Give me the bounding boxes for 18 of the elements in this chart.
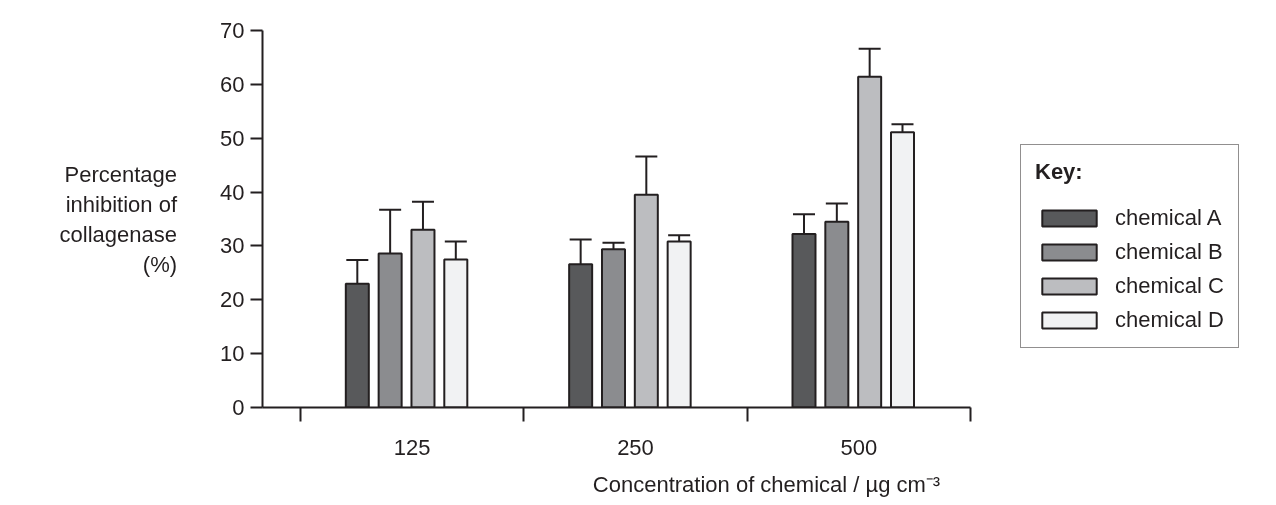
y-tick-label: 60 — [220, 71, 245, 97]
x-tick-label: 250 — [617, 434, 654, 460]
legend-label: chemical A — [1115, 205, 1222, 231]
legend-label: chemical C — [1115, 273, 1224, 299]
y-tick-label: 30 — [220, 233, 245, 259]
y-axis-title: Percentage inhibition of collagenase (%) — [59, 161, 178, 277]
legend-label: chemical B — [1115, 239, 1223, 265]
x-axis-title: Concentration of chemical / µg cm⁻³ — [592, 471, 941, 497]
y-tick-label: 40 — [220, 179, 245, 205]
x-tick-label: 500 — [840, 434, 878, 460]
legend-label: chemical D — [1115, 307, 1224, 333]
legend-title: Key: — [1035, 159, 1084, 185]
y-tick-label: 70 — [220, 18, 245, 43]
y-tick-label: 0 — [232, 395, 245, 420]
x-tick-label: 125 — [393, 434, 431, 460]
y-tick-label: 50 — [220, 125, 245, 151]
y-tick-label: 20 — [220, 287, 245, 313]
y-tick-label: 10 — [220, 341, 245, 367]
